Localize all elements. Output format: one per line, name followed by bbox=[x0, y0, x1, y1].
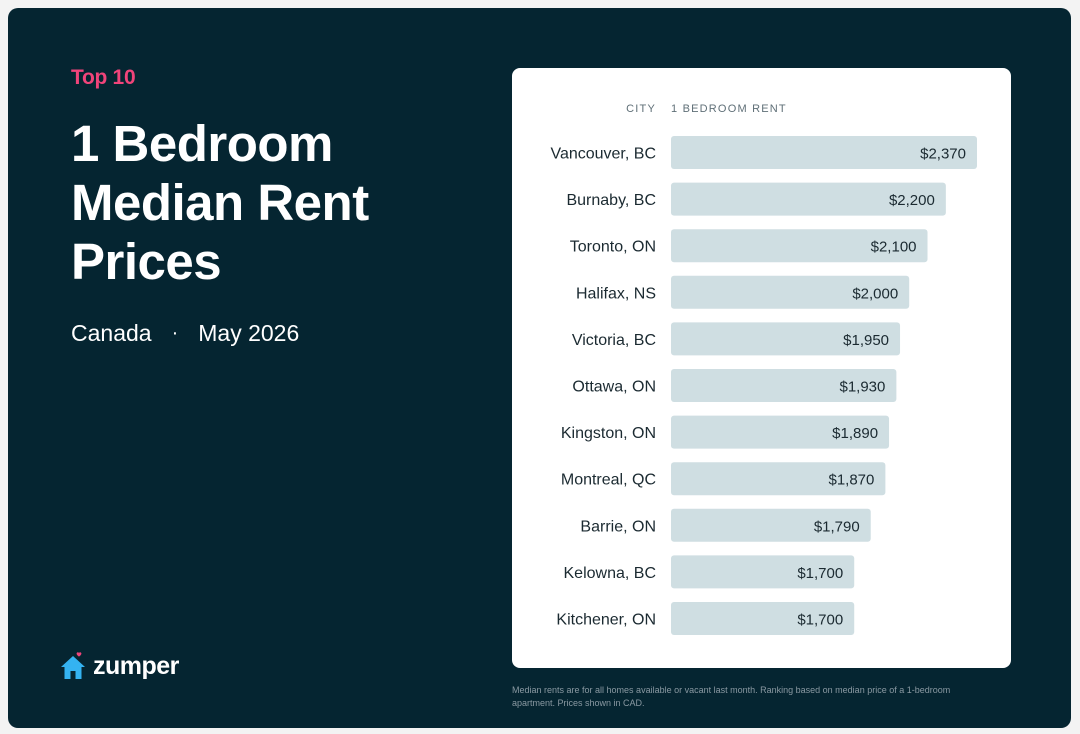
rent-value-label: $1,930 bbox=[839, 379, 885, 396]
separator-dot: · bbox=[171, 322, 179, 344]
rent-bar bbox=[671, 322, 901, 356]
city-label: Kingston, ON bbox=[561, 425, 656, 442]
city-label: Toronto, ON bbox=[570, 239, 656, 256]
rent-bar bbox=[671, 555, 855, 589]
date-label: May 2026 bbox=[198, 320, 300, 346]
rent-value-label: $1,870 bbox=[828, 472, 874, 489]
rent-bar bbox=[671, 369, 897, 402]
rent-bar bbox=[671, 415, 890, 449]
city-label: Ottawa, ON bbox=[572, 379, 656, 396]
rent-bar bbox=[671, 182, 946, 216]
rent-bar bbox=[671, 229, 928, 263]
city-label: Barrie, ON bbox=[580, 518, 656, 535]
region-label: Canada bbox=[71, 320, 152, 346]
infographic-card: Top 10 1 Bedroom Median Rent Prices Cana… bbox=[8, 8, 1071, 728]
city-label: Halifax, NS bbox=[576, 285, 656, 302]
city-label: Vancouver, BC bbox=[550, 146, 656, 163]
rent-value-label: $1,700 bbox=[797, 565, 843, 582]
kicker-label: Top 10 bbox=[71, 66, 136, 89]
rent-bar bbox=[671, 136, 977, 169]
category-column-header: CITY bbox=[626, 103, 656, 115]
rent-value-label: $2,000 bbox=[852, 285, 898, 302]
rent-value-label: $1,950 bbox=[843, 332, 889, 349]
value-column-header: 1 BEDROOM RENT bbox=[671, 103, 787, 115]
rent-bar bbox=[671, 462, 886, 496]
rent-value-label: $2,200 bbox=[889, 192, 935, 209]
city-label: Burnaby, BC bbox=[566, 192, 656, 209]
rent-bar bbox=[671, 275, 910, 309]
bar-chart: CITY 1 BEDROOM RENT Vancouver, BC $2,370 Bur… bbox=[550, 103, 977, 635]
chart-card: CITY 1 BEDROOM RENT Vancouver, BC $2,370 Bur… bbox=[512, 68, 1011, 668]
rent-value-label: $2,370 bbox=[920, 146, 966, 163]
city-label: Montreal, QC bbox=[561, 472, 656, 489]
footnote: Median rents are for all homes available… bbox=[512, 685, 951, 708]
city-label: Kitchener, ON bbox=[556, 612, 656, 629]
rent-bar bbox=[671, 508, 871, 542]
rent-bar bbox=[671, 602, 855, 635]
rent-value-label: $1,790 bbox=[814, 518, 860, 535]
rent-value-label: $1,700 bbox=[797, 612, 843, 629]
house-heart-icon bbox=[61, 652, 85, 679]
rent-value-label: $2,100 bbox=[871, 239, 917, 256]
zumper-logo: zumper bbox=[59, 651, 179, 681]
city-label: Kelowna, BC bbox=[564, 565, 657, 582]
page-title: 1 Bedroom Median Rent Prices bbox=[71, 115, 369, 290]
rent-value-label: $1,890 bbox=[832, 425, 878, 442]
subtitle: Canada · May 2026 bbox=[71, 320, 299, 347]
city-label: Victoria, BC bbox=[572, 332, 656, 349]
brand-name: zumper bbox=[93, 651, 179, 680]
